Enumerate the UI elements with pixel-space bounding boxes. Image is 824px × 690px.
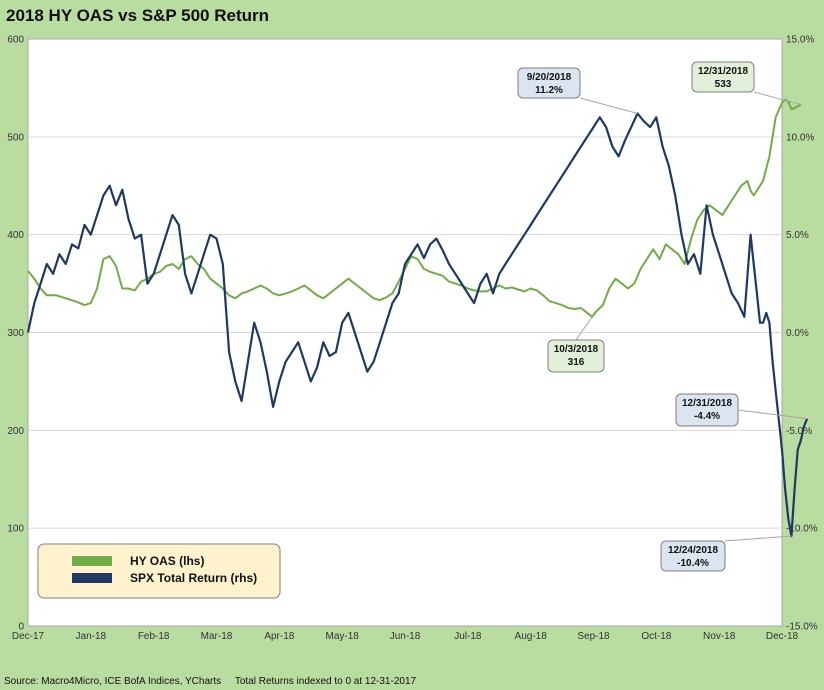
x-tick-label: Sep-18: [577, 631, 610, 642]
callout-date: 9/20/2018: [527, 72, 572, 83]
y-left-tick-label: 100: [7, 524, 24, 535]
x-tick-label: Oct-18: [641, 631, 671, 642]
callout-box: [547, 339, 605, 373]
axis-labels: 0 100 200 300 400 500 600 -15.0% -10.0% -5.0% 0.0%…: [7, 35, 817, 643]
y-right-tick-label: 5.0%: [786, 230, 809, 241]
x-tick-label: Apr-18: [264, 631, 294, 642]
callout-leader: [753, 91, 801, 106]
footer: Source: Macro4Micro, ICE BofA Indices, Y…: [4, 676, 416, 687]
callout-value: 533: [715, 79, 732, 90]
legend-swatch: [72, 556, 112, 566]
x-tick-label: Jan-18: [76, 631, 107, 642]
y-right-tick-label: 0.0%: [786, 328, 809, 339]
y-right-tick-label: -10.0%: [786, 524, 818, 535]
x-tick-label: May-18: [325, 631, 359, 642]
x-tick-label: Aug-18: [515, 631, 548, 642]
callout-date: 12/24/2018: [668, 545, 718, 556]
callout-leader: [737, 409, 808, 420]
y-left-tick-label: 600: [7, 35, 24, 46]
x-tick-label: Feb-18: [138, 631, 170, 642]
legend-label: HY OAS (lhs): [130, 554, 204, 568]
callouts: 9/20/2018 11.2% 12/31/2018 533 10/3/2018 316 1…: [517, 61, 808, 572]
grid-lines: [28, 136, 782, 529]
y-left-tick-label: 0: [18, 622, 24, 633]
footer-source: Source: Macro4Micro, ICE BofA Indices, Y…: [4, 676, 222, 687]
callout-box: [691, 61, 755, 93]
callout-leader: [724, 535, 792, 542]
callout-box: [675, 393, 739, 427]
callout-leader: [579, 97, 638, 114]
hy-oas-line: [27, 98, 802, 318]
callout-box: [660, 540, 726, 572]
y-right-tick-label: 15.0%: [786, 35, 814, 46]
y-right-tick-label: -5.0%: [786, 426, 812, 437]
x-tick-label: Nov-18: [703, 631, 736, 642]
legend-label: SPX Total Return (rhs): [130, 571, 257, 585]
callout-date: 12/31/2018: [698, 66, 748, 77]
callout-value: 316: [568, 357, 585, 368]
callout-leader: [575, 316, 593, 341]
y-right-tick-label: 10.0%: [786, 132, 814, 143]
spx-return-line: [26, 112, 809, 538]
y-left-tick-label: 400: [7, 230, 24, 241]
x-tick-label: Jun-18: [390, 631, 421, 642]
page-title: 2018 HY OAS vs S&P 500 Return: [6, 6, 270, 25]
y-left-tick-label: 200: [7, 426, 24, 437]
callout-value: 11.2%: [535, 85, 563, 96]
x-tick-label: Mar-18: [201, 631, 233, 642]
callout-value: -10.4%: [677, 558, 709, 569]
series-lines: [26, 98, 809, 538]
callout-box: [517, 67, 581, 99]
callout-date: 10/3/2018: [554, 344, 599, 355]
callout-date: 12/31/2018: [682, 398, 732, 409]
legend: HY OAS (lhs) SPX Total Return (rhs): [37, 543, 281, 599]
x-tick-label: Jul-18: [454, 631, 482, 642]
y-left-tick-label: 300: [7, 328, 24, 339]
y-left-tick-label: 500: [7, 132, 24, 143]
x-tick-label: Dec-18: [766, 631, 799, 642]
x-tick-label: Dec-17: [12, 631, 45, 642]
legend-swatch: [72, 573, 112, 583]
callout-value: -4.4%: [694, 411, 720, 422]
footer-note: Total Returns indexed to 0 at 12-31-2017: [234, 676, 417, 687]
y-right-tick-label: -15.0%: [786, 622, 818, 633]
